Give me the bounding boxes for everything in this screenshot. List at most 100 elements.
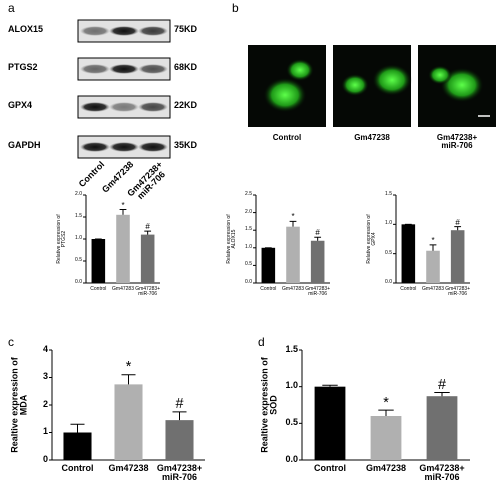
- bar: [114, 384, 143, 460]
- y-tick-label: 1.0: [285, 380, 298, 391]
- size-label: 35KD: [174, 140, 198, 150]
- group-label: Gm47238: [354, 133, 390, 142]
- bar: [401, 224, 416, 283]
- x-tick-label: Gm47283+ miR-706: [445, 286, 471, 298]
- group-label: Control: [272, 133, 302, 142]
- error-bar: [434, 392, 450, 397]
- blot-band: [80, 26, 110, 36]
- blot-band: [109, 142, 139, 152]
- size-label: 68KD: [174, 62, 198, 72]
- x-tick-label: Control: [61, 463, 94, 473]
- x-tick-label: Gm47238: [365, 463, 407, 473]
- error-bar: [172, 411, 187, 421]
- y-tick-label: 2.0: [245, 208, 252, 215]
- cell-signal: [428, 65, 452, 85]
- significance-mark: *: [125, 359, 132, 376]
- x-tick-label: Gm47238+ miR-706: [419, 463, 465, 483]
- bar: [116, 214, 130, 283]
- bar: [286, 226, 300, 283]
- bar: [310, 240, 325, 283]
- y-tick-label: 1.0: [385, 220, 392, 227]
- bar: [426, 396, 458, 460]
- size-label: 22KD: [174, 100, 198, 110]
- cell-signal: [341, 73, 369, 97]
- blot-band: [138, 64, 168, 74]
- y-tick-label: 3: [42, 371, 48, 382]
- bar: [261, 247, 276, 283]
- error-bar: [454, 226, 462, 231]
- x-tick-label: Gm47238: [108, 463, 149, 473]
- protein-label: PTGS2: [8, 62, 38, 72]
- y-tick-label: 2: [42, 398, 48, 409]
- y-tick-label: 0: [42, 453, 48, 464]
- y-axis-title: Relative expression of GPX4: [365, 214, 377, 264]
- y-tick-label: 1.5: [75, 213, 82, 219]
- blot-band: [109, 26, 139, 36]
- y-axis-title: Relative expression of PTGS2: [55, 214, 67, 264]
- blot-band: [109, 64, 139, 74]
- blot-band: [138, 26, 168, 36]
- blot-band: [80, 64, 110, 74]
- significance-mark: #: [437, 377, 447, 394]
- y-axis-title: Relative expression of ALOX15: [225, 214, 237, 264]
- error-bar: [322, 384, 338, 387]
- error-bar: [119, 209, 127, 215]
- y-tick-label: 0.5: [385, 249, 392, 256]
- bar: [91, 239, 106, 283]
- y-tick-label: 1.0: [75, 235, 82, 241]
- blot-band: [138, 102, 168, 112]
- significance-mark: #: [175, 396, 184, 413]
- significance-mark: #: [145, 222, 150, 232]
- error-bar: [314, 236, 322, 241]
- y-tick-label: 0.5: [285, 416, 298, 427]
- x-tick-label: Gm47283: [422, 286, 444, 292]
- y-tick-label: 0.5: [245, 261, 252, 268]
- cell-signal: [286, 58, 314, 82]
- x-tick-label: Control: [90, 286, 107, 292]
- bar: [314, 386, 346, 460]
- panel-letter: d: [258, 335, 265, 349]
- blot-band: [80, 142, 110, 152]
- error-bar: [70, 423, 85, 433]
- x-tick-label: Control: [314, 463, 346, 473]
- y-tick-label: 0.0: [245, 279, 252, 285]
- error-bar: [121, 374, 136, 385]
- error-bar: [429, 244, 437, 251]
- panel-letter: a: [8, 1, 15, 15]
- y-tick-label: 2.0: [75, 191, 82, 197]
- bar: [426, 250, 440, 283]
- panel-letter: c: [8, 335, 14, 349]
- y-tick-label: 1: [42, 426, 48, 437]
- bar: [450, 230, 465, 283]
- significance-mark: #: [455, 217, 460, 227]
- x-tick-label: Control: [400, 286, 417, 292]
- blot-band: [138, 142, 168, 152]
- y-tick-label: 2.5: [245, 191, 252, 197]
- bar: [140, 234, 155, 283]
- blot-band: [109, 102, 139, 112]
- panel-letter: b: [232, 1, 239, 15]
- error-bar: [289, 220, 297, 227]
- error-bar: [144, 230, 152, 235]
- significance-mark: *: [383, 394, 389, 411]
- significance-mark: #: [315, 228, 320, 238]
- x-tick-label: Control: [260, 286, 277, 292]
- x-tick-label: Gm47283+ miR-706: [305, 286, 331, 298]
- significance-mark: *: [121, 200, 125, 210]
- bar: [370, 416, 402, 460]
- error-bar: [378, 409, 394, 416]
- size-label: 75KD: [174, 24, 198, 34]
- protein-label: ALOX15: [8, 24, 44, 34]
- group-label: Gm47238+ miR-706: [436, 133, 478, 151]
- y-axis-title: Realtive expression of MDA: [9, 357, 29, 453]
- y-tick-label: 0.5: [75, 257, 82, 263]
- protein-label: GPX4: [8, 100, 33, 110]
- protein-label: GAPDH: [8, 140, 41, 150]
- x-tick-label: Gm47283: [112, 286, 134, 292]
- significance-mark: *: [291, 212, 295, 222]
- blot-band: [80, 102, 110, 112]
- y-tick-label: 1.0: [245, 243, 252, 250]
- y-tick-label: 1.5: [385, 191, 392, 197]
